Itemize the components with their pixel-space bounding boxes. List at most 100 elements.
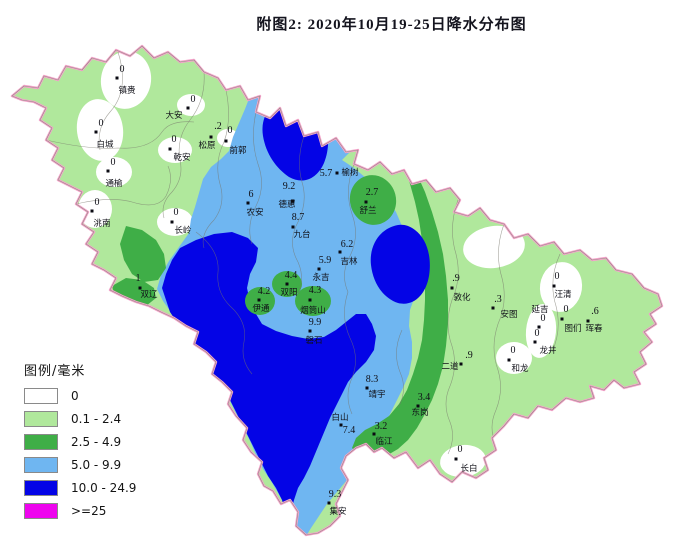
station-value: 4.2 bbox=[258, 286, 271, 297]
station-name: 伊通 bbox=[252, 303, 270, 314]
station-value: .6 bbox=[591, 306, 599, 317]
station-安图: .3 安图 bbox=[491, 294, 518, 320]
zone-zero-patches bbox=[76, 51, 583, 478]
station-二道: .9 二道 bbox=[441, 350, 472, 372]
legend-items: 0 0.1 - 2.4 2.5 - 4.9 5.0 - 9.9 10.0 - 24.9 >… bbox=[24, 387, 136, 519]
station-value: .9 bbox=[465, 350, 473, 361]
station-name: 临江 bbox=[375, 436, 393, 447]
legend-swatch bbox=[24, 456, 58, 473]
station-name: 镇赉 bbox=[118, 85, 136, 96]
station-marker bbox=[491, 306, 495, 310]
station-name: 双阳 bbox=[280, 288, 297, 298]
station-name: 磐石 bbox=[305, 335, 322, 346]
zone-dark-green bbox=[112, 163, 448, 459]
station-value: 0 bbox=[511, 345, 516, 356]
station-长岭: 0 长岭 bbox=[170, 207, 192, 236]
station-marker bbox=[537, 325, 541, 329]
legend-label: 0 bbox=[71, 388, 79, 403]
station-value: 4.4 bbox=[285, 270, 298, 281]
station-德惠: 9.2 德惠 bbox=[278, 181, 295, 210]
legend-label: >=25 bbox=[71, 503, 107, 518]
station-value: 3.4 bbox=[418, 392, 431, 403]
station-value: 0 bbox=[541, 313, 546, 324]
station-value: 0 bbox=[172, 134, 177, 145]
station-临江: 3.2 临江 bbox=[372, 421, 393, 447]
station-marker bbox=[138, 286, 142, 290]
station-name: 和龙 bbox=[511, 363, 529, 374]
station-marker bbox=[339, 423, 343, 427]
station-marker bbox=[224, 139, 228, 143]
station-name: 乾安 bbox=[173, 152, 190, 163]
station-name: 松原 bbox=[198, 140, 215, 151]
station-name: 烟筒山 bbox=[300, 305, 326, 316]
station-value: .9 bbox=[452, 273, 460, 284]
legend-swatch bbox=[24, 502, 58, 519]
station-marker bbox=[317, 267, 321, 271]
station-双辽: 1 双辽 bbox=[136, 273, 158, 300]
station-value: 0 bbox=[99, 118, 104, 129]
station-name: 德惠 bbox=[278, 199, 295, 210]
station-marker bbox=[533, 340, 537, 344]
legend-swatch bbox=[24, 433, 58, 450]
station-value: 9.9 bbox=[309, 317, 322, 328]
station-marker bbox=[552, 284, 556, 288]
station-value: 5.9 bbox=[319, 255, 332, 266]
station-吉林: 6.2 吉林 bbox=[338, 239, 358, 267]
legend: 图例/毫米 0 0.1 - 2.4 2.5 - 4.9 5.0 - 9.9 10.0 -… bbox=[24, 360, 136, 526]
station-洮南: 0 洮南 bbox=[90, 197, 111, 229]
station-舒兰: 2.7 舒兰 bbox=[359, 187, 378, 216]
station-value: 0 bbox=[120, 64, 125, 75]
legend-item: 5.0 - 9.9 bbox=[24, 456, 136, 473]
station-name: 通榆 bbox=[105, 178, 123, 189]
station-marker bbox=[168, 147, 172, 151]
legend-label: 5.0 - 9.9 bbox=[71, 457, 122, 472]
station-value: 0 bbox=[458, 444, 463, 455]
station-value: 0 bbox=[95, 197, 100, 208]
station-marker bbox=[106, 169, 110, 173]
station-name: 东岗 bbox=[411, 407, 428, 418]
station-marker bbox=[454, 457, 458, 461]
province-boundary-line bbox=[11, 45, 663, 536]
station-marker bbox=[209, 135, 213, 139]
legend-item: 0 bbox=[24, 387, 136, 404]
station-name: 九台 bbox=[293, 229, 310, 240]
station-磐石: 9.9 磐石 bbox=[305, 317, 322, 346]
station-农安: 6 农安 bbox=[246, 189, 263, 218]
station-name: 吉林 bbox=[340, 256, 358, 267]
station-name: 安图 bbox=[500, 309, 517, 320]
station-marker bbox=[291, 225, 295, 229]
station-value: 1 bbox=[136, 273, 141, 284]
station-烟筒山: 4.3 烟筒山 bbox=[300, 285, 326, 316]
station-marker bbox=[364, 200, 368, 204]
station-name: 永吉 bbox=[312, 272, 329, 283]
legend-item: 0.1 - 2.4 bbox=[24, 410, 136, 427]
station-value: 0 bbox=[564, 304, 569, 315]
station-value: .2 bbox=[214, 121, 222, 132]
station-name: 大安 bbox=[165, 110, 182, 121]
legend-label: 2.5 - 4.9 bbox=[71, 434, 122, 449]
station-name: 汪清 bbox=[554, 289, 572, 300]
legend-item: 10.0 - 24.9 bbox=[24, 479, 136, 496]
station-name: 洮南 bbox=[93, 218, 110, 229]
station-marker bbox=[507, 358, 511, 362]
station-长白: 0 长白 bbox=[454, 444, 478, 474]
station-marker bbox=[186, 106, 190, 110]
station-name: 舒兰 bbox=[359, 205, 376, 216]
station-name: 农安 bbox=[246, 207, 263, 218]
station-marker bbox=[416, 404, 420, 408]
station-永吉: 5.9 永吉 bbox=[312, 255, 331, 283]
legend-swatch bbox=[24, 410, 58, 427]
station-乾安: 0 乾安 bbox=[168, 134, 191, 163]
station-name: 白山 bbox=[331, 412, 348, 423]
station-marker bbox=[586, 319, 590, 323]
station-value: 0 bbox=[555, 271, 560, 282]
station-marker bbox=[115, 76, 119, 80]
station-value: 6 bbox=[249, 189, 254, 200]
station-marker bbox=[338, 250, 342, 254]
station-镇赉: 0 镇赉 bbox=[115, 64, 136, 96]
station-敦化: .9 敦化 bbox=[450, 273, 471, 303]
station-name: 龙井 bbox=[539, 345, 556, 356]
station-marker bbox=[372, 432, 376, 436]
station-marker bbox=[335, 171, 339, 175]
